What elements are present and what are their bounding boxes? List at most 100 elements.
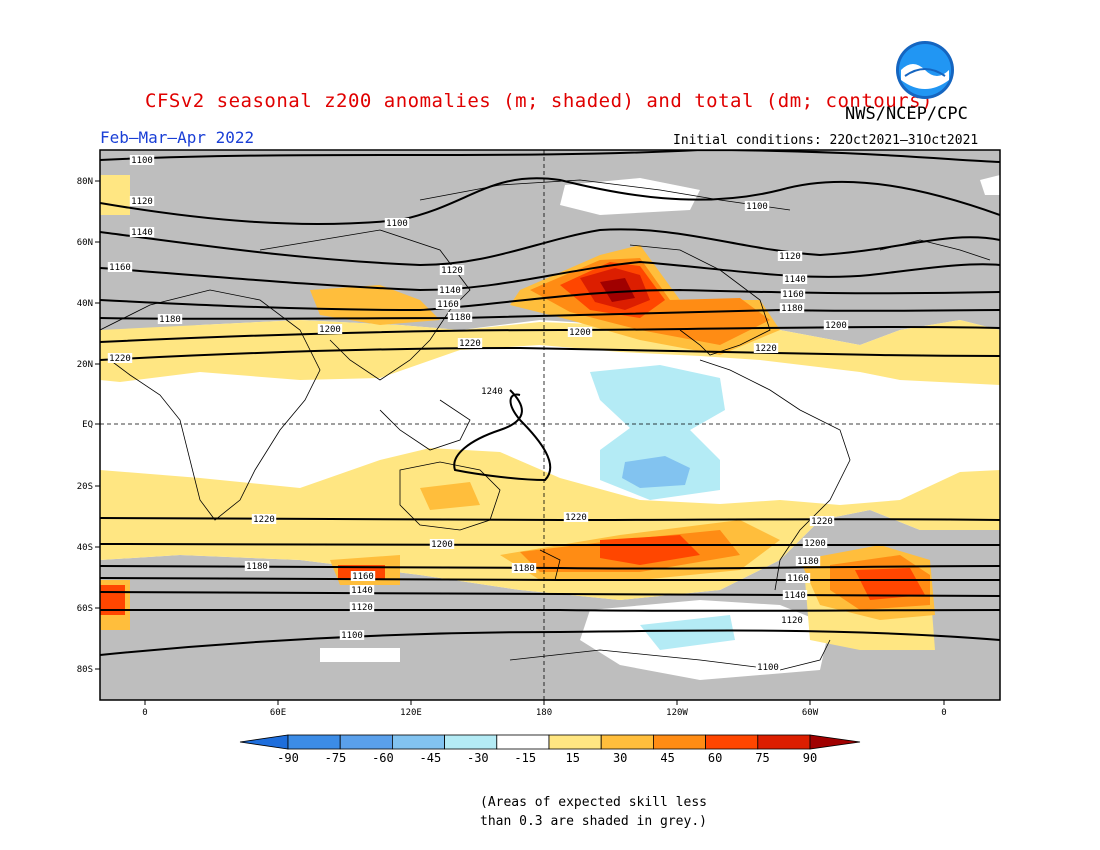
contour-label: 1220 bbox=[253, 515, 275, 525]
lon-label: 0 bbox=[142, 708, 147, 718]
colorbar-segment bbox=[444, 734, 498, 750]
contour-label-bg bbox=[107, 262, 133, 272]
colorbar-tick-label: 30 bbox=[613, 751, 627, 765]
chart-title: CFSv2 seasonal z200 anomalies (m; shaded… bbox=[145, 90, 933, 112]
colorbar-tick-label: 60 bbox=[708, 751, 722, 765]
contour-label: 1200 bbox=[825, 321, 847, 331]
lon-label: 60W bbox=[802, 708, 819, 718]
contour-label-bg bbox=[795, 556, 821, 566]
colorbar-segment bbox=[757, 734, 811, 750]
contour-label: 1200 bbox=[319, 325, 341, 335]
contour-label: 1200 bbox=[431, 540, 453, 550]
colorbar-tick-label: -90 bbox=[277, 751, 299, 765]
forecast-period: Feb–Mar–Apr 2022 bbox=[100, 128, 255, 147]
lat-label: EQ bbox=[82, 420, 93, 430]
contour-label: 1220 bbox=[811, 517, 833, 527]
skill-footnote: (Areas of expected skill less than 0.3 a… bbox=[480, 793, 707, 831]
contour-label: 1120 bbox=[441, 266, 463, 276]
contour-label-bg bbox=[511, 563, 537, 573]
contour-label-bg bbox=[429, 539, 455, 549]
contour-label: 1180 bbox=[797, 557, 819, 567]
lat-label: 40S bbox=[77, 543, 93, 553]
footnote-line-2: than 0.3 are shaded in grey.) bbox=[480, 814, 707, 829]
contour-label-bg bbox=[350, 571, 376, 581]
contour-label-bg bbox=[349, 585, 375, 595]
agency-label: NWS/NCEP/CPC bbox=[845, 104, 968, 124]
colorbar-tick-label: 45 bbox=[660, 751, 674, 765]
longitude-labels: 0 60E 120E 180 120W 60W 0 bbox=[142, 700, 947, 718]
lat-label: 80N bbox=[77, 177, 93, 187]
contour-label-bg bbox=[753, 343, 779, 353]
height-contours bbox=[100, 150, 1000, 656]
contour-label: 1120 bbox=[351, 603, 373, 613]
colorbar-segment bbox=[600, 734, 654, 750]
lat-label: 40N bbox=[77, 299, 93, 309]
contour-label-bg bbox=[439, 265, 465, 275]
lon-label: 0 bbox=[941, 708, 946, 718]
contour-label-bg bbox=[809, 516, 835, 526]
contour-label-bg bbox=[129, 227, 155, 237]
colorbar-tick-label: 75 bbox=[755, 751, 769, 765]
contour-label: 1140 bbox=[784, 591, 806, 601]
contour-label: 1100 bbox=[746, 202, 768, 212]
lon-label: 60E bbox=[270, 708, 286, 718]
colorbar-tick-label: -30 bbox=[467, 751, 489, 765]
footnote-line-1: (Areas of expected skill less bbox=[480, 795, 707, 810]
contour-label-bg bbox=[244, 561, 270, 571]
contour-label-bg bbox=[567, 327, 593, 337]
lat-label: 60N bbox=[77, 238, 93, 248]
colorbar-tick-label: 90 bbox=[803, 751, 817, 765]
contour-label: 1140 bbox=[131, 228, 153, 238]
contour-label: 1100 bbox=[757, 663, 779, 673]
contour-label: 1100 bbox=[131, 156, 153, 166]
contour-label: 1160 bbox=[782, 290, 804, 300]
contour-label: 1180 bbox=[159, 315, 181, 325]
contour-label: 1220 bbox=[565, 513, 587, 523]
contour-label: 1140 bbox=[784, 275, 806, 285]
contour-label: 1120 bbox=[131, 197, 153, 207]
contour-label: 1160 bbox=[109, 263, 131, 273]
lon-label: 180 bbox=[536, 708, 552, 718]
contour-label-bg bbox=[802, 538, 828, 548]
lat-label: 60S bbox=[77, 604, 93, 614]
contour-label: 1240 bbox=[481, 387, 503, 397]
contour-label: 1100 bbox=[341, 631, 363, 641]
colorbar-tick-label: 15 bbox=[566, 751, 580, 765]
contour-label-bg bbox=[782, 274, 808, 284]
colorbar-segment bbox=[705, 734, 759, 750]
contour-label: 1180 bbox=[449, 313, 471, 323]
latitude-labels: 80N 60N 40N 20N EQ 20S 40S 60S 80S bbox=[77, 177, 100, 675]
contour-label: 1160 bbox=[437, 300, 459, 310]
contour-label-bg bbox=[107, 353, 133, 363]
contour-label: 1180 bbox=[781, 304, 803, 314]
contour-label: 1140 bbox=[439, 286, 461, 296]
colorbar-tick-label: -45 bbox=[420, 751, 442, 765]
contour-label-bg bbox=[384, 218, 410, 228]
contour-label-bg bbox=[317, 324, 343, 334]
contour-labels: 1100 1120 1100 1100 1140 1160 1120 1120 1140 1140… bbox=[107, 155, 849, 673]
contour-label: 1160 bbox=[787, 574, 809, 584]
lat-label: 20N bbox=[77, 360, 93, 370]
contour-label: 1120 bbox=[781, 616, 803, 626]
contour-label-bg bbox=[779, 615, 805, 625]
contour-label-bg bbox=[779, 303, 805, 313]
contour-label-bg bbox=[780, 289, 806, 299]
contour-label-bg bbox=[457, 338, 483, 348]
colorbar-segment bbox=[496, 734, 550, 750]
colorbar: -90 -75 -60 -45 -30 -15 15 30 45 60 75 90 bbox=[239, 734, 861, 765]
contour-label: 1220 bbox=[459, 339, 481, 349]
contour-label: 1200 bbox=[569, 328, 591, 338]
contour-label-bg bbox=[251, 514, 277, 524]
lon-label: 120W bbox=[666, 708, 688, 718]
contour-label: 1180 bbox=[513, 564, 535, 574]
contour-label-bg bbox=[129, 196, 155, 206]
contour-label-bg bbox=[782, 590, 808, 600]
contour-label: 1160 bbox=[352, 572, 374, 582]
contour-label-bg bbox=[563, 512, 589, 522]
colorbar-max-arrow bbox=[809, 734, 861, 750]
contour-label-bg bbox=[785, 573, 811, 583]
contour-label-bg bbox=[129, 155, 155, 165]
contour-label: 1100 bbox=[386, 219, 408, 229]
initial-conditions: Initial conditions: 22Oct2021–31Oct2021 bbox=[673, 133, 979, 148]
